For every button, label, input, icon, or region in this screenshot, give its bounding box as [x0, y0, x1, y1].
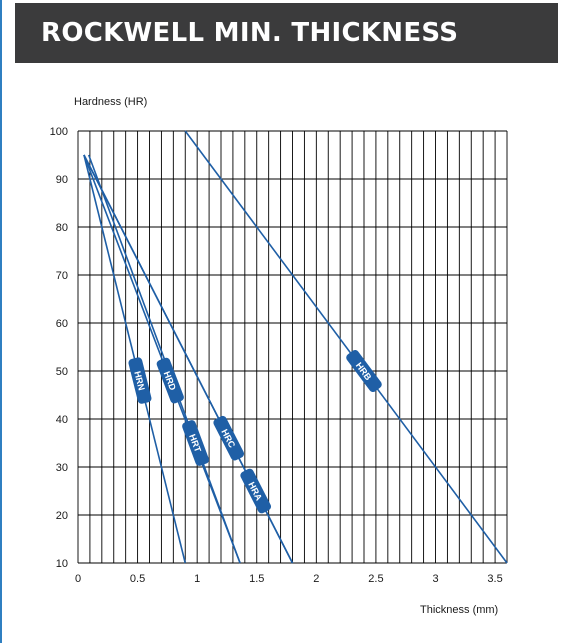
x-tick-label: 2.5 — [368, 573, 383, 585]
x-tick-label: 0 — [75, 573, 81, 585]
y-tick-label: 70 — [56, 270, 68, 282]
y-tick-label: 20 — [56, 510, 68, 522]
y-tick-label: 40 — [56, 414, 68, 426]
x-tick-label: 0.5 — [130, 573, 145, 585]
series-label-pill — [213, 415, 245, 461]
x-tick-label: 3.5 — [487, 573, 502, 585]
series-label-hrt: HRT — [182, 420, 209, 466]
series-label-pill — [182, 420, 209, 466]
y-tick-label: 10 — [56, 558, 68, 570]
y-tick-label: 90 — [56, 174, 68, 186]
y-tick-label: 50 — [56, 366, 68, 378]
series-label-pill — [128, 357, 152, 404]
series-line-hrd — [83, 154, 241, 564]
series-line-hrb — [184, 130, 508, 564]
series-label-pill — [240, 468, 272, 514]
page-title: ROCKWELL MIN. THICKNESS — [41, 18, 459, 48]
y-tick-label: 80 — [56, 222, 68, 234]
y-tick-label: 60 — [56, 318, 68, 330]
series-label-text: HRN — [132, 370, 146, 391]
x-tick-label: 1.5 — [249, 573, 264, 585]
y-tick-label: 30 — [56, 462, 68, 474]
grid — [77, 130, 508, 564]
series-label-hrd: HRD — [156, 357, 184, 404]
x-axis-title: Thickness (mm) — [420, 604, 499, 616]
y-axis-title: Hardness (HR) — [74, 96, 148, 108]
series-label-pill — [156, 357, 184, 404]
x-tick-label: 2 — [313, 573, 319, 585]
series-label-hra: HRA — [240, 468, 272, 514]
x-tick-label: 1 — [194, 573, 200, 585]
y-tick-label: 100 — [50, 126, 68, 138]
x-tick-label: 3 — [432, 573, 438, 585]
series-label-hrn: HRN — [128, 357, 152, 404]
series-label-pill — [346, 349, 382, 393]
title-bar: ROCKWELL MIN. THICKNESS — [15, 3, 558, 63]
series-label-hrc: HRC — [213, 415, 245, 461]
left-accent-rule — [0, 0, 2, 643]
